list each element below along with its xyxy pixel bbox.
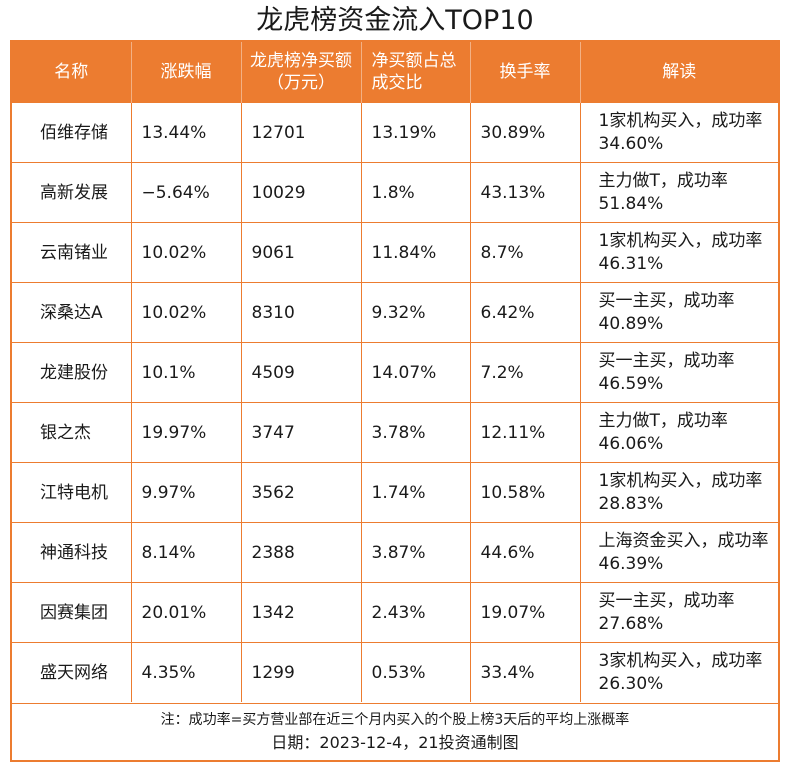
cell-net-ratio: 1.74% xyxy=(360,462,470,523)
cell-change: 10.1% xyxy=(130,342,241,403)
table-row: 云南锗业 10.02% 9061 11.84% 8.7% 1家机构买入，成功率46.31% xyxy=(12,222,778,283)
cell-net-buy: 8310 xyxy=(240,282,361,343)
cell-turnover: 44.6% xyxy=(469,522,580,583)
cell-change: 8.14% xyxy=(130,522,241,583)
cell-note: 买一主买，成功率46.59% xyxy=(579,342,778,403)
cell-name: 神通科技 xyxy=(12,522,131,583)
cell-note: 主力做T，成功率46.06% xyxy=(579,402,778,463)
cell-change: 20.01% xyxy=(130,582,241,643)
cell-change: 13.44% xyxy=(130,102,241,163)
cell-net-buy: 12701 xyxy=(240,102,361,163)
cell-change: 10.02% xyxy=(130,282,241,343)
table-row: 深桑达A 10.02% 8310 9.32% 6.42% 买一主买，成功率40.89% xyxy=(12,282,778,343)
cell-net-ratio: 1.8% xyxy=(360,162,470,223)
cell-note: 1家机构买入，成功率28.83% xyxy=(579,462,778,523)
cell-name: 银之杰 xyxy=(12,402,131,463)
cell-net-ratio: 11.84% xyxy=(360,222,470,283)
cell-note: 1家机构买入，成功率46.31% xyxy=(579,222,778,283)
table-row: 江特电机 9.97% 3562 1.74% 10.58% 1家机构买入，成功率28.83% xyxy=(12,462,778,523)
cell-turnover: 30.89% xyxy=(469,102,580,163)
cell-turnover: 6.42% xyxy=(469,282,580,343)
cell-note: 主力做T，成功率51.84% xyxy=(579,162,778,223)
table-row: 神通科技 8.14% 2388 3.87% 44.6% 上海资金买入，成功率46.39% xyxy=(12,522,778,583)
table-frame: 名称 涨跌幅 龙虎榜净买额（万元） 净买额占总成交比 换手率 解读 佰维存储 13… xyxy=(10,40,780,762)
page-title: 龙虎榜资金流入TOP10 xyxy=(256,5,534,36)
header-name: 名称 xyxy=(12,42,131,103)
cell-change: 10.02% xyxy=(130,222,241,283)
footer-note: 注：成功率=买方营业部在近三个月内买入的个股上榜3天后的平均上涨概率 xyxy=(160,712,630,728)
cell-name: 高新发展 xyxy=(12,162,131,223)
cell-name: 龙建股份 xyxy=(12,342,131,403)
cell-turnover: 43.13% xyxy=(469,162,580,223)
header-net-buy: 龙虎榜净买额（万元） xyxy=(240,42,361,103)
cell-change: −5.64% xyxy=(130,162,241,223)
cell-change: 4.35% xyxy=(130,642,241,702)
cell-net-buy: 3562 xyxy=(240,462,361,523)
data-table: 名称 涨跌幅 龙虎榜净买额（万元） 净买额占总成交比 换手率 解读 佰维存储 13… xyxy=(12,42,778,702)
cell-turnover: 7.2% xyxy=(469,342,580,403)
footer-date: 日期：2023-12-4，21投资通制图 xyxy=(271,733,519,752)
cell-net-ratio: 14.07% xyxy=(360,342,470,403)
header-note: 解读 xyxy=(579,42,778,103)
cell-net-buy: 1342 xyxy=(240,582,361,643)
cell-name: 佰维存储 xyxy=(12,102,131,163)
table-row: 龙建股份 10.1% 4509 14.07% 7.2% 买一主买，成功率46.59% xyxy=(12,342,778,403)
table-row: 盛天网络 4.35% 1299 0.53% 33.4% 3家机构买入，成功率26.30% xyxy=(12,642,778,702)
cell-net-buy: 1299 xyxy=(240,642,361,702)
cell-net-ratio: 13.19% xyxy=(360,102,470,163)
cell-name: 深桑达A xyxy=(12,282,131,343)
cell-note: 1家机构买入，成功率34.60% xyxy=(579,102,778,163)
header-net-buy-text: 龙虎榜净买额（万元） xyxy=(250,51,352,93)
cell-net-buy: 3747 xyxy=(240,402,361,463)
cell-name: 云南锗业 xyxy=(12,222,131,283)
table-row: 佰维存储 13.44% 12701 13.19% 30.89% 1家机构买入，成功率34.… xyxy=(12,102,778,163)
cell-change: 9.97% xyxy=(130,462,241,523)
cell-net-ratio: 2.43% xyxy=(360,582,470,643)
cell-name: 盛天网络 xyxy=(12,642,131,702)
header-change: 涨跌幅 xyxy=(130,42,241,103)
cell-net-ratio: 3.87% xyxy=(360,522,470,583)
table-row: 银之杰 19.97% 3747 3.78% 12.11% 主力做T，成功率46.06% xyxy=(12,402,778,463)
cell-turnover: 8.7% xyxy=(469,222,580,283)
header-row: 名称 涨跌幅 龙虎榜净买额（万元） 净买额占总成交比 换手率 解读 xyxy=(12,42,778,103)
cell-net-ratio: 9.32% xyxy=(360,282,470,343)
cell-turnover: 10.58% xyxy=(469,462,580,523)
cell-note: 上海资金买入，成功率46.39% xyxy=(579,522,778,583)
cell-net-buy: 9061 xyxy=(240,222,361,283)
table-row: 因赛集团 20.01% 1342 2.43% 19.07% 买一主买，成功率27.68% xyxy=(12,582,778,643)
cell-net-buy: 10029 xyxy=(240,162,361,223)
cell-net-ratio: 0.53% xyxy=(360,642,470,702)
header-net-ratio: 净买额占总成交比 xyxy=(360,42,470,103)
cell-turnover: 12.11% xyxy=(469,402,580,463)
cell-turnover: 33.4% xyxy=(469,642,580,702)
cell-name: 江特电机 xyxy=(12,462,131,523)
cell-turnover: 19.07% xyxy=(469,582,580,643)
footer: 注：成功率=买方营业部在近三个月内买入的个股上榜3天后的平均上涨概率 日期：20… xyxy=(12,703,778,763)
cell-note: 买一主买，成功率40.89% xyxy=(579,282,778,343)
cell-net-buy: 4509 xyxy=(240,342,361,403)
header-turnover: 换手率 xyxy=(469,42,580,103)
cell-change: 19.97% xyxy=(130,402,241,463)
cell-note: 买一主买，成功率27.68% xyxy=(579,582,778,643)
table-row: 高新发展 −5.64% 10029 1.8% 43.13% 主力做T，成功率51.84% xyxy=(12,162,778,223)
header-net-ratio-text: 净买额占总成交比 xyxy=(371,51,457,93)
cell-net-ratio: 3.78% xyxy=(360,402,470,463)
cell-name: 因赛集团 xyxy=(12,582,131,643)
cell-net-buy: 2388 xyxy=(240,522,361,583)
cell-note: 3家机构买入，成功率26.30% xyxy=(579,642,778,702)
